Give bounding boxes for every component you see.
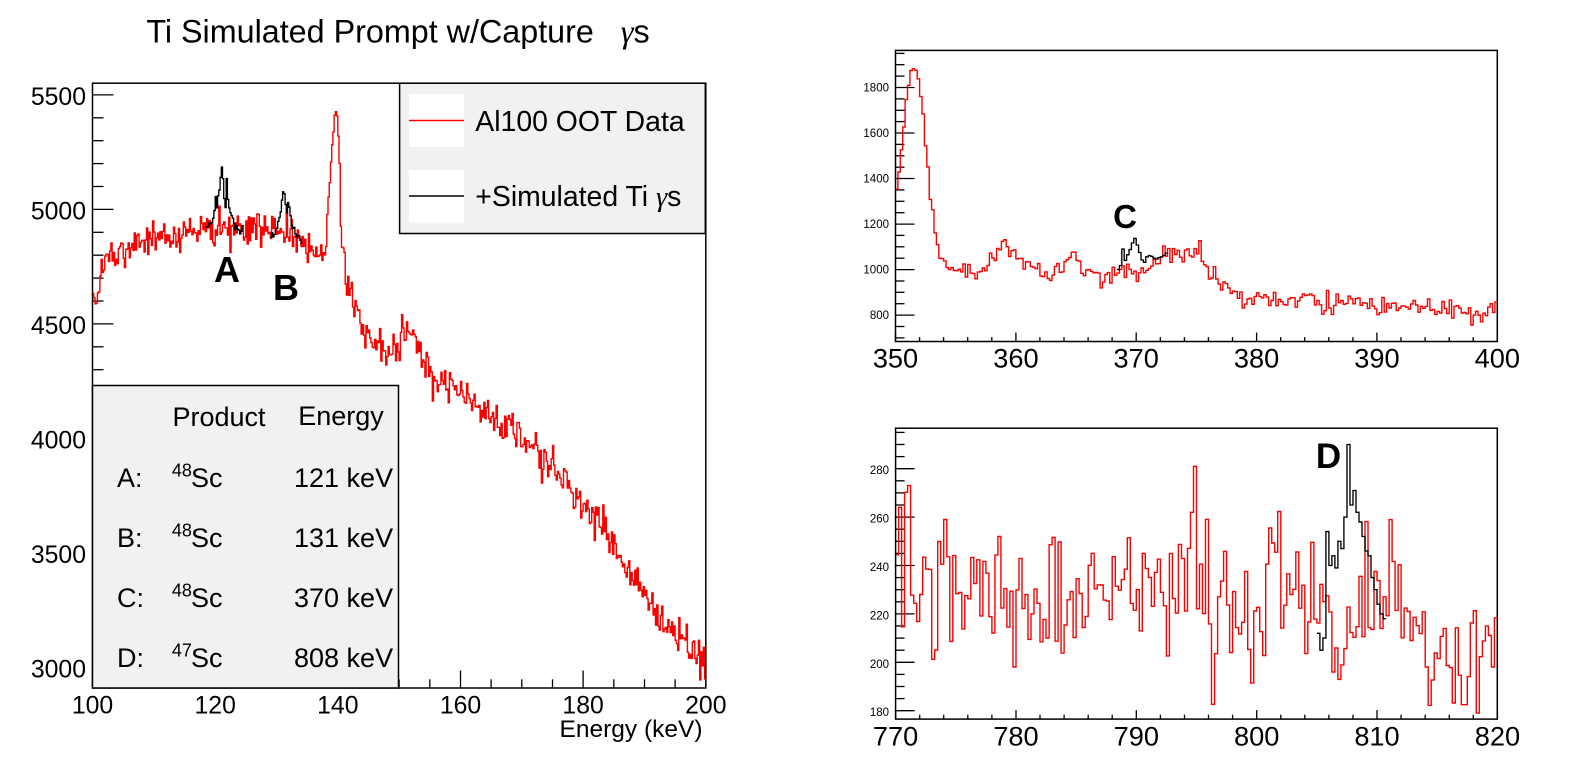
svg-text:3500: 3500 <box>31 542 86 569</box>
svg-text:B: B <box>273 267 299 308</box>
svg-text:A:: A: <box>117 463 143 493</box>
svg-text:780: 780 <box>993 721 1038 752</box>
svg-text:Sc: Sc <box>191 463 223 493</box>
svg-text:1400: 1400 <box>863 174 889 186</box>
svg-text:1600: 1600 <box>863 128 889 140</box>
svg-text:280: 280 <box>870 465 889 477</box>
svg-text:131 keV: 131 keV <box>294 523 393 553</box>
svg-text:400: 400 <box>1475 342 1520 373</box>
svg-text:Al100 OOT Data: Al100 OOT Data <box>475 106 685 138</box>
svg-text:200: 200 <box>685 693 726 720</box>
svg-text:140: 140 <box>317 693 358 720</box>
svg-text:370: 370 <box>1114 342 1159 373</box>
svg-text:B:: B: <box>117 523 143 553</box>
svg-text:808 keV: 808 keV <box>294 643 393 673</box>
svg-text:48: 48 <box>172 461 192 481</box>
svg-text:220: 220 <box>870 610 889 622</box>
svg-text:360: 360 <box>993 342 1038 373</box>
svg-text:180: 180 <box>870 707 889 719</box>
svg-text:D:: D: <box>117 643 144 673</box>
svg-text:Ti Simulated Prompt w/Capture: Ti Simulated Prompt w/Capture γs <box>146 14 649 50</box>
svg-text:A: A <box>214 249 240 290</box>
svg-text:350: 350 <box>873 342 918 373</box>
svg-text:Sc: Sc <box>191 523 223 553</box>
svg-text:+Simulated Ti γs: +Simulated Ti γs <box>475 181 681 213</box>
svg-text:3000: 3000 <box>31 656 86 683</box>
svg-text:1000: 1000 <box>863 265 889 277</box>
svg-text:390: 390 <box>1354 342 1399 373</box>
svg-text:800: 800 <box>870 310 889 322</box>
svg-text:Energy: Energy <box>298 401 384 431</box>
svg-text:48: 48 <box>172 581 192 601</box>
svg-text:820: 820 <box>1475 721 1520 752</box>
svg-text:Product: Product <box>172 402 266 432</box>
svg-text:790: 790 <box>1114 721 1159 752</box>
svg-text:100: 100 <box>72 693 113 720</box>
svg-text:D: D <box>1316 437 1341 476</box>
svg-text:4000: 4000 <box>31 427 86 454</box>
svg-text:770: 770 <box>873 721 918 752</box>
svg-text:Sc: Sc <box>191 583 223 613</box>
svg-text:120: 120 <box>195 693 236 720</box>
svg-text:1200: 1200 <box>863 219 889 231</box>
svg-text:C: C <box>1113 198 1137 235</box>
svg-text:4500: 4500 <box>31 313 86 340</box>
svg-text:260: 260 <box>870 514 889 526</box>
svg-text:180: 180 <box>562 693 603 720</box>
svg-text:380: 380 <box>1234 342 1279 373</box>
svg-text:48: 48 <box>172 521 192 541</box>
svg-text:5000: 5000 <box>31 198 86 225</box>
svg-text:200: 200 <box>870 659 889 671</box>
svg-text:240: 240 <box>870 562 889 574</box>
svg-text:5500: 5500 <box>31 84 86 111</box>
svg-text:800: 800 <box>1234 721 1279 752</box>
svg-text:121 keV: 121 keV <box>294 463 393 493</box>
svg-text:1800: 1800 <box>863 83 889 95</box>
svg-text:810: 810 <box>1354 721 1399 752</box>
svg-text:Sc: Sc <box>191 643 223 673</box>
svg-text:C:: C: <box>117 583 144 613</box>
svg-text:47: 47 <box>172 641 192 661</box>
svg-text:160: 160 <box>440 693 481 720</box>
svg-text:370 keV: 370 keV <box>294 583 393 613</box>
svg-text:Energy (keV): Energy (keV) <box>560 716 703 743</box>
